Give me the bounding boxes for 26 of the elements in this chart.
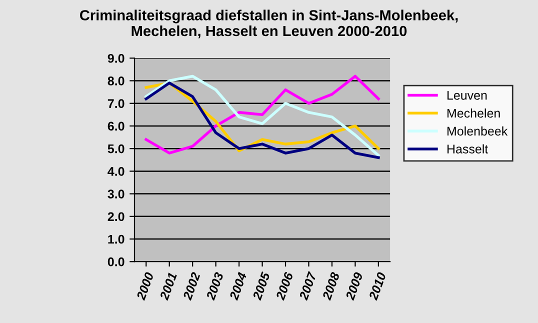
x-tick-label: 2007: [298, 271, 317, 301]
x-tick-label: 2000: [136, 272, 154, 301]
y-tick-label: 6.0: [108, 122, 124, 131]
y-tick-label: 2.0: [108, 212, 124, 222]
x-tick-label: 2006: [276, 271, 294, 301]
y-tick-label: 5.0: [108, 144, 124, 154]
y-tick-label: 3.0: [108, 190, 124, 198]
x-tick-label: 2001: [159, 272, 178, 301]
x-tick-label: 2003: [206, 272, 224, 301]
y-tick-label: 9.0: [108, 54, 124, 63]
x-tick-label: 2002: [182, 272, 200, 301]
y-tick-label: 1.0: [108, 234, 124, 244]
legend-label: Mechelen: [447, 108, 500, 118]
x-tick-label: 2008: [322, 271, 340, 301]
y-tick-label: 0.0: [108, 257, 124, 266]
chart-title: Criminaliteitsgraad diefstallen in Sint-Jans-Molenbeek, Mechelen, Hasselt en Leuven 2000-2010: [80, 10, 458, 38]
legend-label: Molenbeek: [447, 126, 508, 136]
y-tick-label: 4.0: [108, 166, 124, 176]
x-tick-label: 2009: [345, 272, 364, 301]
y-tick-label: 7.0: [108, 99, 124, 108]
legend-label: Hasselt: [447, 144, 488, 154]
x-tick-label: 2004: [229, 272, 247, 301]
y-tick-label: 8.0: [108, 76, 124, 86]
x-tick-label: 2005: [252, 271, 270, 301]
x-tick-label: 2010: [368, 272, 386, 301]
legend-label: Leuven: [447, 91, 487, 100]
